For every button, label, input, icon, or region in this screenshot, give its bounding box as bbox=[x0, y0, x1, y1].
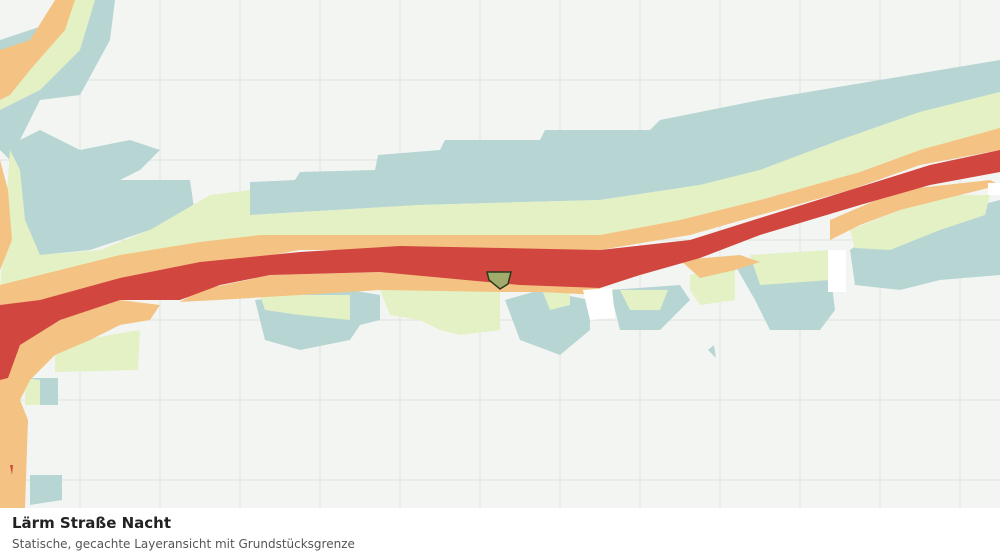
white-gaps bbox=[583, 183, 1000, 320]
caption: Lärm Straße Nacht Statische, gecachte La… bbox=[0, 508, 1000, 560]
caption-subtitle: Statische, gecachte Layeransicht mit Gru… bbox=[12, 537, 355, 551]
caption-title: Lärm Straße Nacht bbox=[12, 514, 172, 532]
parcel-boundary bbox=[486, 271, 512, 290]
noise-zone-high bbox=[0, 150, 1000, 475]
map bbox=[0, 0, 1000, 508]
